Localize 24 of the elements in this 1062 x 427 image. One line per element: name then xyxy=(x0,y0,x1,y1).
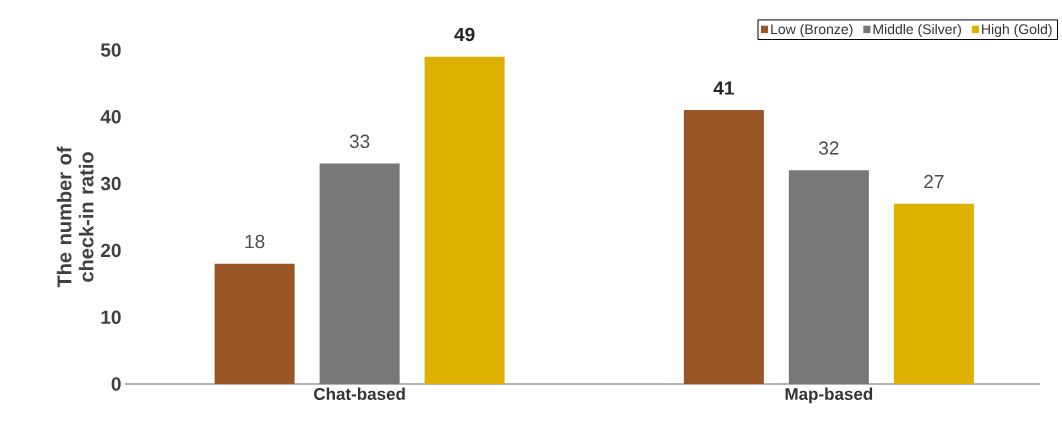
bar xyxy=(788,170,869,384)
y-tick-label: 0 xyxy=(111,377,121,391)
data-label: 49 xyxy=(454,27,475,42)
y-tick-label: 10 xyxy=(101,310,121,324)
bar xyxy=(319,163,400,384)
bar xyxy=(214,263,295,384)
bar xyxy=(424,56,505,384)
data-label: 27 xyxy=(924,174,944,189)
y-tick-label: 50 xyxy=(100,43,121,57)
x-tick-label: Chat-based xyxy=(314,387,405,401)
bar xyxy=(893,203,974,384)
y-tick-label: 20 xyxy=(101,243,121,258)
bar xyxy=(683,110,764,384)
y-tick-label: 30 xyxy=(100,176,121,191)
data-label: 41 xyxy=(713,81,734,95)
data-label: 33 xyxy=(349,134,370,149)
legend-label: Middle (Silver) xyxy=(873,23,961,37)
y-tick-label: 40 xyxy=(100,110,121,124)
y-axis-title: The number of check-in ratio xyxy=(56,146,94,288)
x-tick-label: Map-based xyxy=(785,387,873,404)
legend-label: High (Gold) xyxy=(982,23,1052,37)
data-label: 18 xyxy=(245,234,265,249)
legend-label: Low (Bronze) xyxy=(771,23,853,37)
data-label: 32 xyxy=(819,141,839,155)
